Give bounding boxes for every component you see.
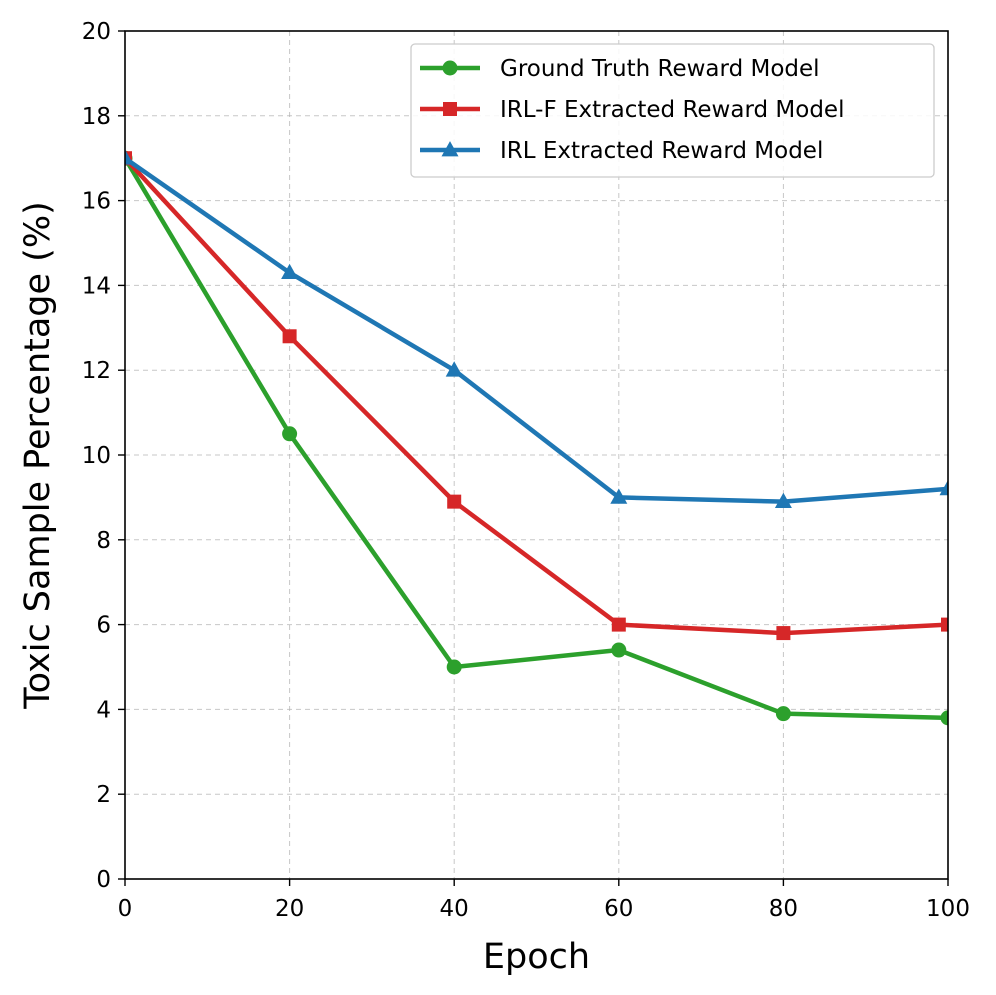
legend-item: IRL-F Extracted Reward Model [420,97,844,123]
data-point [446,659,462,675]
x-tick-label: 0 [118,896,133,922]
y-tick-label: 10 [82,443,111,469]
series-line [125,155,948,636]
y-tick-label: 8 [96,528,111,554]
legend-label: Ground Truth Reward Model [500,56,820,82]
y-tick-label: 0 [96,867,111,893]
legend-item: IRL Extracted Reward Model [420,138,823,164]
plot-series [125,149,948,726]
axis-ticks: 0 20 40 60 80 100 0 2 4 6 8 10 12 14 16 18 20 [82,19,970,922]
x-axis-title: Epoch [483,937,590,977]
data-point [282,426,298,442]
data-point [940,710,948,726]
data-point [125,149,134,165]
y-tick-label: 6 [96,613,111,639]
data-point [282,329,297,344]
x-tick-label: 40 [440,896,469,922]
series-line [125,155,948,721]
y-tick-label: 16 [82,189,111,215]
series-1 [125,150,948,726]
y-tick-label: 4 [96,697,111,723]
y-axis-title: Toxic Sample Percentage (%) [18,201,58,710]
legend-box [410,43,935,178]
data-point [610,488,628,504]
y-tick-label: 2 [96,782,111,808]
data-point [775,706,791,722]
data-point [445,361,463,377]
legend: Ground Truth Reward Model IRL-F Extracted… [410,43,935,178]
series-line [125,155,948,504]
x-tick-label: 60 [604,896,633,922]
legend-marker [441,141,459,157]
x-tick-label: 100 [926,896,970,922]
y-tick-label: 18 [82,104,111,130]
x-tick-label: 20 [275,896,304,922]
series-2 [125,151,948,641]
series-3 [125,149,948,509]
x-tick-label: 80 [769,896,798,922]
legend-marker [442,60,458,76]
data-point [776,626,791,641]
legend-marker [443,102,457,116]
y-tick-label: 14 [82,273,111,299]
y-tick-label: 12 [82,358,111,384]
data-point [611,617,626,632]
legend-label: IRL Extracted Reward Model [500,138,823,164]
legend-label: IRL-F Extracted Reward Model [500,97,844,123]
data-point [611,642,627,658]
data-point [939,479,948,496]
data-point [774,492,792,509]
y-tick-label: 20 [82,19,111,45]
data-point [281,263,299,280]
legend-item: Ground Truth Reward Model [420,56,820,82]
data-point [941,617,948,632]
data-point [447,494,462,509]
